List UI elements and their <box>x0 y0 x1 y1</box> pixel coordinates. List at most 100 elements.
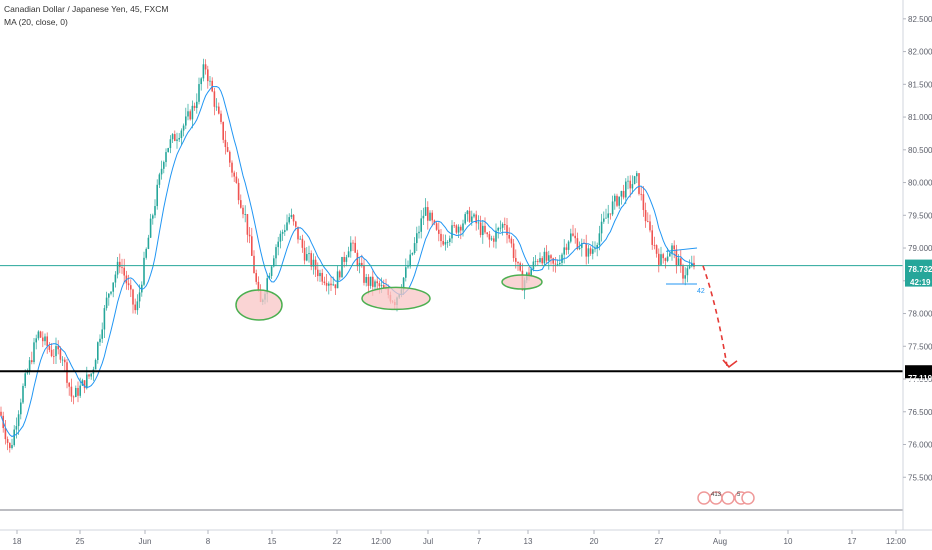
candle-body <box>79 385 81 396</box>
candle-body <box>253 255 255 274</box>
candle-body <box>361 262 363 266</box>
candle-body <box>625 181 627 198</box>
candle-body <box>352 242 354 244</box>
candle-body <box>138 292 141 302</box>
candle-body <box>515 258 517 262</box>
candle-body <box>156 184 158 207</box>
candle-body <box>405 267 407 278</box>
candle-body <box>444 242 447 245</box>
candle-body <box>332 284 334 286</box>
candle-body <box>378 283 381 287</box>
candle-body <box>46 336 48 347</box>
candle-body <box>33 342 35 363</box>
candle-body <box>451 225 453 239</box>
candle-body <box>11 445 13 449</box>
candle-body <box>596 245 598 249</box>
candle-body <box>42 337 44 342</box>
candle-body <box>622 190 625 198</box>
event-badges[interactable]: 413 5 <box>697 491 755 505</box>
candle-body <box>57 346 59 350</box>
candle-body <box>68 382 70 387</box>
price-tick-label: 77.000 <box>908 375 932 384</box>
candle-body <box>134 304 136 311</box>
candle-body <box>581 243 583 248</box>
candle-body <box>295 221 297 227</box>
candle-body <box>633 176 636 185</box>
candle-body <box>655 245 658 254</box>
candle-body <box>26 371 29 374</box>
candle-body <box>649 221 651 231</box>
candle-body <box>20 402 22 415</box>
candle-body <box>341 257 343 278</box>
candle-body <box>189 111 191 120</box>
projection-arrow <box>702 265 728 367</box>
candle-body <box>273 258 275 267</box>
time-axis[interactable]: 18 25 Jun 8 15 22 12:00 Jul 7 13 20 27 Aug 10 17 12:00 <box>13 530 907 546</box>
candle-body <box>37 331 40 339</box>
candle-body <box>207 69 209 82</box>
candle-body <box>270 266 273 276</box>
price-axis[interactable]: 82.500 82.000 81.500 81.000 80.500 80.000 79.5… <box>903 15 932 482</box>
candle-body <box>0 411 2 416</box>
highlighted-low <box>361 286 431 311</box>
candle-body <box>15 426 18 430</box>
candle-body <box>248 234 251 237</box>
candle-body <box>310 253 312 267</box>
time-tick-label: 18 <box>13 537 22 546</box>
candle-body <box>312 259 315 267</box>
candle-body <box>99 338 101 343</box>
candle-body <box>182 125 185 131</box>
candle-body <box>567 241 570 250</box>
candle-body <box>627 180 629 182</box>
price-tick-label: 79.000 <box>908 244 932 253</box>
candle-body <box>191 105 194 120</box>
event-badge-1[interactable] <box>697 491 711 505</box>
candle-body <box>570 233 572 242</box>
candle-body <box>167 148 169 153</box>
candle-body <box>165 152 167 163</box>
candle-body <box>277 241 279 248</box>
candle-body <box>675 249 678 266</box>
candle-body <box>471 216 473 222</box>
candle-body <box>548 255 550 261</box>
highlighted-lows <box>235 274 543 321</box>
candle-body <box>504 224 506 226</box>
candle-body <box>402 277 405 290</box>
candle-body <box>345 257 348 262</box>
candle-body <box>431 212 433 221</box>
highlighted-low <box>235 289 283 321</box>
time-tick-label: Jun <box>139 537 152 546</box>
candle-body <box>59 349 62 360</box>
candle-body <box>460 226 462 231</box>
candle-body <box>321 272 323 282</box>
candle-body <box>411 253 414 255</box>
candle-body <box>438 229 440 234</box>
candle-body <box>374 281 376 287</box>
candle-body <box>347 251 350 258</box>
candle-body <box>688 266 691 269</box>
event-badge-3[interactable] <box>721 491 735 505</box>
candle-body <box>176 139 178 141</box>
candle-body <box>90 373 92 377</box>
candle-body <box>493 238 495 242</box>
indicator-label[interactable]: MA (20, close, 0) <box>4 17 68 27</box>
candle-body <box>466 210 469 215</box>
candle-body <box>180 130 183 138</box>
candle-body <box>306 254 308 261</box>
candle-body <box>479 222 482 235</box>
candle-body <box>50 349 53 357</box>
candle-body <box>94 360 97 370</box>
symbol-title[interactable]: Canadian Dollar / Japanese Yen, 45, FXCM <box>4 4 169 14</box>
candle-body <box>6 439 9 443</box>
candle-body <box>506 225 508 235</box>
candle-body <box>178 137 180 140</box>
candle-body <box>284 230 286 232</box>
candle-body <box>658 253 660 265</box>
candle-body <box>574 235 576 239</box>
candle-body <box>647 221 649 222</box>
candle-body <box>490 238 493 240</box>
event-badge-5[interactable] <box>741 491 755 505</box>
price-tick-label: 76.000 <box>908 441 932 450</box>
candle-body <box>147 237 150 249</box>
